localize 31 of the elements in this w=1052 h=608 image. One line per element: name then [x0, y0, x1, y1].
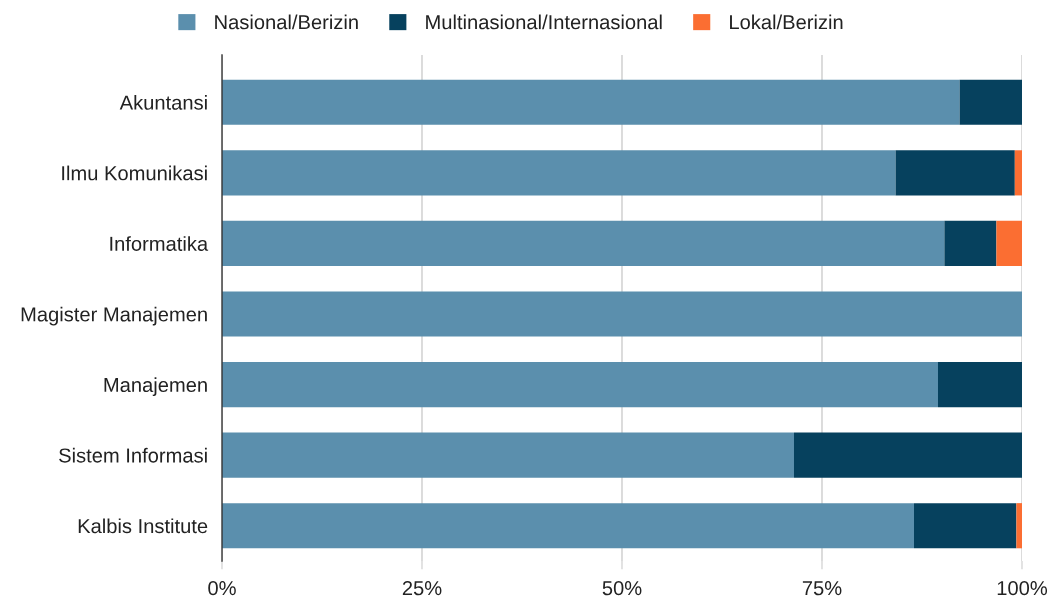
y-tick-label: Magister Manajemen [21, 306, 207, 326]
y-tick-label: Akuntansi [119, 94, 207, 110]
bar [222, 150, 896, 196]
legend-label: Nasional/Berizin [215, 14, 358, 30]
x-tick-label: 0% [208, 580, 236, 596]
bar [914, 503, 1017, 549]
x-tick-label: 75% [802, 581, 842, 596]
bar [1014, 150, 1022, 196]
y-tick-label: Sistem Informasi [59, 447, 207, 463]
bar [895, 150, 1015, 196]
bar [794, 432, 1022, 478]
y-tick-label: Ilmu Komunikasi [62, 165, 207, 181]
bar [996, 220, 1022, 267]
bar [1016, 503, 1022, 549]
bar [959, 79, 1022, 125]
bar [222, 79, 960, 125]
y-tick-label: Manajemen [104, 377, 207, 397]
bar [938, 361, 1022, 408]
y-tick-label: Kalbis Institute [78, 518, 208, 534]
bar [222, 361, 938, 408]
bar [222, 220, 945, 267]
y-tick-label: Informatika [110, 236, 209, 251]
bar [222, 291, 1022, 337]
legend-label: Lokal/Berizin [730, 14, 843, 30]
bar [222, 432, 794, 478]
x-tick-label: 25% [402, 580, 442, 596]
legend-label: Multinasional/Internasional [426, 14, 662, 30]
x-tick-label: 100% [997, 580, 1048, 596]
x-tick-label: 50% [602, 580, 642, 596]
bar [222, 503, 914, 549]
bar [944, 220, 997, 267]
